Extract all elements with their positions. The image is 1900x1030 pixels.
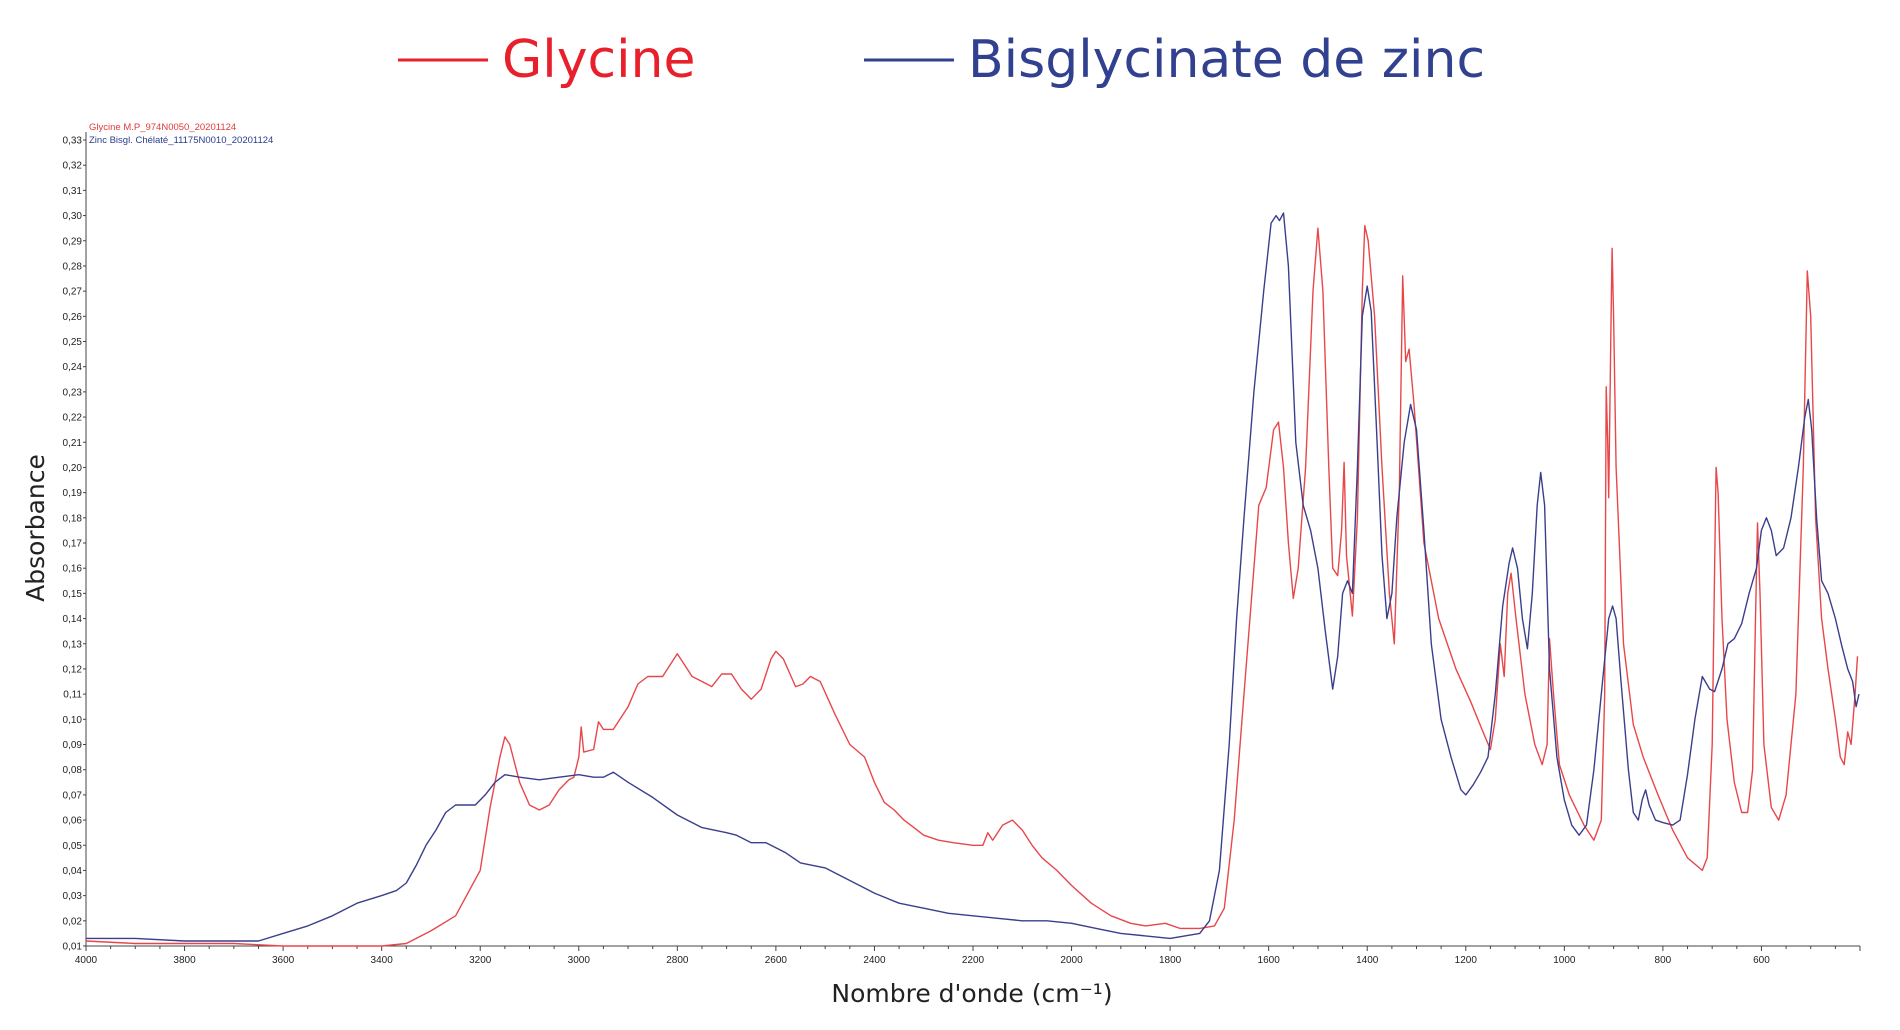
y-tick-label: 0,17 — [63, 539, 83, 550]
y-tick-label: 0,22 — [63, 413, 83, 424]
x-axis-title: Nombre d'onde (cm⁻¹) — [831, 979, 1112, 1008]
y-tick-label: 0,30 — [63, 211, 83, 222]
y-tick-label: 0,24 — [63, 362, 83, 373]
x-tick-label: 3400 — [371, 955, 394, 966]
x-tick-label: 4000 — [75, 955, 98, 966]
y-tick-label: 0,19 — [63, 488, 83, 499]
y-tick-label: 0,03 — [63, 891, 83, 902]
x-tick-label: 2800 — [666, 955, 689, 966]
y-tick-label: 0,32 — [63, 161, 83, 172]
x-tick-label: 1400 — [1356, 955, 1379, 966]
y-tick-label: 0,33 — [63, 136, 83, 147]
x-tick-label: 2400 — [863, 955, 886, 966]
x-tick-label: 1200 — [1455, 955, 1478, 966]
y-tick-label: 0,05 — [63, 841, 83, 852]
y-axis-title: Absorbance — [21, 454, 50, 602]
y-tick-label: 0,14 — [63, 614, 83, 625]
y-tick-label: 0,31 — [63, 186, 83, 197]
y-tick-label: 0,04 — [63, 866, 83, 877]
y-tick-label: 0,16 — [63, 564, 83, 575]
y-tick-label: 0,12 — [63, 664, 83, 675]
y-tick-label: 0,06 — [63, 816, 83, 827]
series-line-glycine — [85, 224, 1859, 947]
x-tick-label: 1800 — [1159, 955, 1182, 966]
y-tick-label: 0,27 — [63, 287, 83, 298]
x-tick-label: 2200 — [962, 955, 985, 966]
x-tick-label: 2600 — [765, 955, 788, 966]
y-tick-label: 0,25 — [63, 337, 83, 348]
y-tick-label: 0,10 — [63, 715, 83, 726]
x-tick-label: 800 — [1655, 955, 1672, 966]
plot-frame — [85, 132, 1860, 947]
y-tick-label: 0,28 — [63, 261, 83, 272]
series-line-bisglycinate-de-zinc — [86, 212, 1860, 942]
y-tick-label: 0,13 — [63, 639, 83, 650]
y-tick-label: 0,15 — [63, 589, 83, 600]
legend-label-glycine: Glycine — [502, 30, 696, 90]
y-tick-label: 0,07 — [63, 790, 83, 801]
y-tick-label: 0,08 — [63, 765, 83, 776]
x-tick-label: 2000 — [1060, 955, 1083, 966]
y-tick-label: 0,18 — [63, 513, 83, 524]
legend: Glycine Bisglycinate de zinc — [398, 30, 1485, 90]
y-axis-ticks: 0,01 0,02 0,03 0,04 0,05 0,06 0,07 0,08 0,09 0,10… — [63, 136, 86, 953]
x-tick-label: 3800 — [173, 955, 196, 966]
y-tick-label: 0,11 — [63, 690, 82, 701]
y-tick-label: 0,09 — [63, 740, 83, 751]
y-tick-label: 0,02 — [63, 916, 83, 927]
legend-label-bisglycinate-de-zinc: Bisglycinate de zinc — [968, 30, 1485, 90]
file-label-zinc-bisglycinate: Zinc Bisgl. Chélaté_11175N0010_20201124 — [89, 135, 273, 146]
x-axis-ticks: 4000 3800 3600 3400 3200 3000 2800 2600 2400 2200… — [75, 946, 1861, 966]
series-group — [85, 212, 1860, 947]
x-tick-label: 600 — [1753, 955, 1770, 966]
y-tick-label: 0,20 — [63, 463, 83, 474]
x-tick-label: 3000 — [568, 955, 591, 966]
y-tick-label: 0,23 — [63, 387, 83, 398]
y-tick-label: 0,01 — [63, 942, 83, 953]
y-tick-label: 0,21 — [63, 438, 83, 449]
x-tick-label: 1600 — [1258, 955, 1281, 966]
y-tick-label: 0,29 — [63, 236, 83, 247]
x-tick-label: 1000 — [1553, 955, 1576, 966]
x-tick-label: 3600 — [272, 955, 295, 966]
file-label-glycine: Glycine M.P_974N0050_20201124 — [89, 122, 236, 133]
y-tick-label: 0,26 — [63, 312, 83, 323]
x-tick-label: 3200 — [469, 955, 492, 966]
